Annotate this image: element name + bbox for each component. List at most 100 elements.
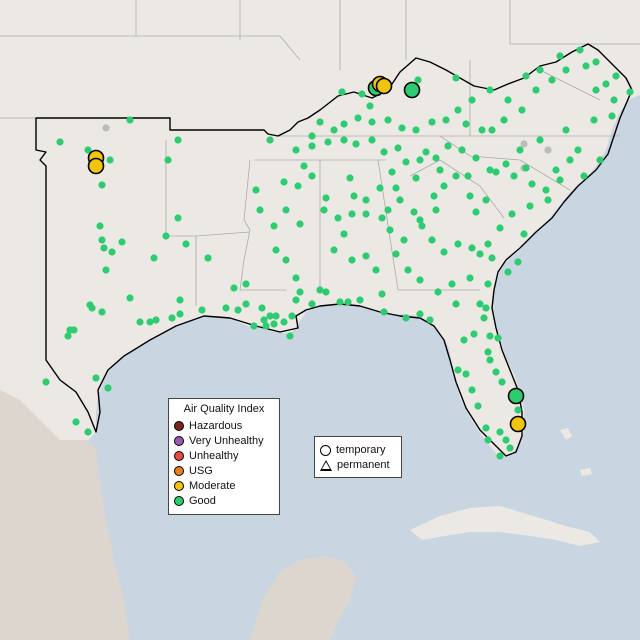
sensor-marker-good — [182, 240, 190, 248]
sensor-marker-good — [592, 58, 600, 66]
sensor-marker-no-data — [544, 146, 552, 154]
legend-label: USG — [189, 465, 213, 477]
sensor-marker-good — [514, 406, 522, 414]
legend-item-hazardous: Hazardous — [174, 419, 242, 433]
legend-item-usg: USG — [174, 464, 213, 478]
sensor-marker-good — [102, 266, 110, 274]
sensor-marker-good — [484, 280, 492, 288]
usg-swatch — [174, 466, 184, 476]
sensor-marker-good — [92, 374, 100, 382]
sensor-marker-good — [496, 224, 504, 232]
sensor-marker-good — [574, 146, 582, 154]
sensor-marker-good — [392, 184, 400, 192]
sensor-marker-good — [504, 96, 512, 104]
sensor-marker-good — [340, 136, 348, 144]
sensor-marker-good — [396, 196, 404, 204]
sensor-marker-good — [434, 288, 442, 296]
sensor-marker-good — [610, 96, 618, 104]
sensor-marker-good — [368, 118, 376, 126]
sensor-marker-good — [70, 326, 78, 334]
sensor-marker-good — [403, 81, 421, 99]
monitor-type-legend: temporary permanent — [314, 436, 402, 478]
sensor-marker-good — [296, 220, 304, 228]
sensor-marker-good — [480, 314, 488, 322]
state-borders — [0, 0, 640, 306]
sensor-marker-good — [358, 90, 366, 98]
sensor-marker-good — [308, 142, 316, 150]
sensor-marker-good — [272, 312, 280, 320]
sensor-marker-good — [462, 120, 470, 128]
sensor-marker-good — [320, 206, 328, 214]
sensor-marker-good — [292, 146, 300, 154]
sensor-marker-good — [136, 318, 144, 326]
sensor-marker-good — [174, 214, 182, 222]
region-outline — [35, 43, 633, 457]
sensor-marker-good — [394, 144, 402, 152]
sensor-marker-good — [482, 304, 490, 312]
sensor-marker-good — [294, 182, 302, 190]
sensor-marker-good — [562, 66, 570, 74]
sensor-marker-moderate — [509, 415, 527, 433]
sensor-marker-good — [316, 286, 324, 294]
sensor-marker-good — [384, 206, 392, 214]
sensor-marker-good — [266, 136, 274, 144]
sensor-marker-good — [72, 418, 80, 426]
sensor-marker-good — [362, 252, 370, 260]
sensor-marker-good — [152, 316, 160, 324]
legend-label: Hazardous — [189, 420, 243, 432]
sensor-marker-good — [242, 300, 250, 308]
sensor-marker-good — [486, 86, 494, 94]
sensor-marker-good — [336, 298, 344, 306]
sensor-marker-good — [556, 52, 564, 60]
legend-item-permanent: permanent — [320, 458, 390, 472]
sensor-marker-good — [204, 254, 212, 262]
sensor-marker-good — [484, 348, 492, 356]
sensor-marker-good — [426, 316, 434, 324]
sensor-marker-good — [436, 166, 444, 174]
sensor-marker-good — [484, 436, 492, 444]
sensor-marker-good — [98, 236, 106, 244]
sensor-marker-good — [496, 452, 504, 460]
sensor-marker-good — [508, 210, 516, 218]
very-unhealthy-swatch — [174, 436, 184, 446]
legend-label: Moderate — [189, 480, 236, 492]
sensor-marker-good — [608, 112, 616, 120]
sensor-marker-good — [324, 138, 332, 146]
sensor-marker-good — [506, 444, 514, 452]
sensor-marker-good — [476, 250, 484, 258]
sensor-marker-good — [626, 88, 634, 96]
sensor-marker-good — [234, 306, 242, 314]
sensor-marker-good — [198, 306, 206, 314]
legend-item-unhealthy: Unhealthy — [174, 449, 239, 463]
sensor-marker-good — [292, 274, 300, 282]
moderate-swatch — [174, 481, 184, 491]
sensor-marker-good — [444, 142, 452, 150]
sensor-marker-good — [428, 236, 436, 244]
legend-label: Very Unhealthy — [189, 435, 264, 447]
sensor-marker-good — [242, 280, 250, 288]
sensor-marker-good — [88, 304, 96, 312]
sensor-marker-good — [282, 256, 290, 264]
sensor-marker-good — [528, 180, 536, 188]
sensor-marker-good — [412, 174, 420, 182]
sensor-marker-good — [454, 106, 462, 114]
sensor-marker-good — [410, 208, 418, 216]
sensor-marker-good — [346, 174, 354, 182]
sensor-marker-good — [500, 116, 508, 124]
sensor-marker-good — [308, 172, 316, 180]
sensor-marker-good — [582, 62, 590, 70]
sensor-marker-good — [596, 156, 604, 164]
sensor-marker-good — [56, 138, 64, 146]
sensor-marker-good — [402, 158, 410, 166]
sensor-marker-good — [106, 156, 114, 164]
sensor-marker-good — [580, 172, 588, 180]
sensor-marker-good — [532, 86, 540, 94]
sensor-marker-good — [162, 232, 170, 240]
sensor-marker-good — [282, 206, 290, 214]
sensor-marker-good — [422, 148, 430, 156]
sensor-marker-good — [330, 246, 338, 254]
sensor-marker-good — [486, 356, 494, 364]
sensor-marker-moderate — [87, 157, 105, 175]
sensor-marker-good — [416, 156, 424, 164]
sensor-marker-good — [566, 156, 574, 164]
